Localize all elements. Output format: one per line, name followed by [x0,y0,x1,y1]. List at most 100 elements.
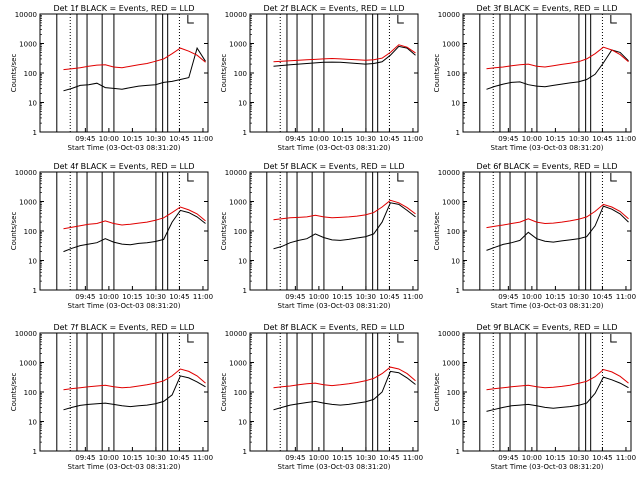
x-tick-label: 10:30 [356,293,376,301]
x-tick-label: 11:00 [193,135,213,143]
x-tick-label: 10:00 [99,293,119,301]
flare-marker [397,15,404,24]
lld-series-line [63,47,206,71]
y-tick-label: 100 [24,389,37,397]
y-axis-label: Counts/sec [10,212,18,251]
lld-series-line [63,368,206,391]
y-tick-label: 10000 [225,169,247,177]
lld-series-line [273,366,416,389]
flare-marker [610,15,617,24]
plot-frame [462,171,632,291]
y-tick-label: 10000 [225,11,247,19]
flare-marker [610,173,617,182]
x-tick-label: 10:45 [169,135,189,143]
y-tick-label: 1000 [442,360,460,368]
y-tick-label: 1 [456,448,460,456]
x-tick-label: 09:45 [75,454,95,462]
detector-panel: Det 2f BLACK = Events, RED = LLD 1 10 100 10… [220,4,423,152]
lld-series-line [486,46,629,70]
x-tick-label: 10:00 [309,135,329,143]
chart-title: Det 2f BLACK = Events, RED = LLD [263,4,404,13]
x-tick-label: 10:15 [332,293,352,301]
x-tick-label: 11:00 [193,454,213,462]
y-tick-label: 1000 [442,41,460,49]
x-tick-label: 10:15 [332,135,352,143]
y-tick-label: 1 [456,129,460,137]
x-tick-label: 10:30 [146,135,166,143]
lld-series-line [63,206,206,230]
x-axis-label: Start Time (03-Oct-03 08:31:20) [278,463,391,471]
chart-title: Det 7f BLACK = Events, RED = LLD [53,323,194,332]
events-series-line [486,376,629,412]
y-tick-label: 1 [33,287,37,295]
flare-marker [187,15,194,24]
y-tick-label: 10 [451,419,460,427]
plot-frame [39,332,209,452]
x-axis-label: Start Time (03-Oct-03 08:31:20) [68,144,181,152]
x-tick-label: 10:00 [309,454,329,462]
plot-frame [462,13,632,133]
x-tick-label: 09:45 [285,293,305,301]
flare-marker [187,334,194,343]
y-tick-label: 100 [447,389,460,397]
plot-frame [249,13,419,133]
x-tick-label: 09:45 [285,454,305,462]
x-tick-label: 10:45 [169,293,189,301]
y-tick-label: 100 [234,389,247,397]
x-tick-label: 10:15 [545,135,565,143]
x-axis-label: Start Time (03-Oct-03 08:31:20) [278,302,391,310]
x-tick-label: 10:00 [99,135,119,143]
x-axis-label: Start Time (03-Oct-03 08:31:20) [491,302,604,310]
lld-series-line [486,368,629,391]
y-tick-label: 10000 [15,11,37,19]
y-tick-label: 100 [24,70,37,78]
y-tick-label: 1 [456,287,460,295]
events-series-line [273,202,416,250]
x-tick-label: 11:00 [403,135,423,143]
x-tick-label: 10:15 [122,293,142,301]
y-axis-label: Counts/sec [220,54,228,93]
lld-series-line [273,199,416,221]
x-axis-label: Start Time (03-Oct-03 08:31:20) [278,144,391,152]
x-tick-label: 10:00 [522,293,542,301]
x-axis-label: Start Time (03-Oct-03 08:31:20) [68,302,181,310]
y-axis-label: Counts/sec [433,212,441,251]
chart-title: Det 8f BLACK = Events, RED = LLD [263,323,404,332]
x-tick-label: 10:30 [146,293,166,301]
x-tick-label: 10:30 [569,454,589,462]
y-tick-label: 100 [234,228,247,236]
y-tick-label: 10 [238,100,247,108]
x-tick-label: 10:15 [545,454,565,462]
y-tick-label: 1 [243,129,247,137]
plot-frame [462,332,632,452]
y-tick-label: 10 [451,258,460,266]
x-tick-label: 11:00 [616,135,636,143]
lld-series-line [486,203,629,229]
y-tick-label: 10 [238,419,247,427]
chart-title: Det 3f BLACK = Events, RED = LLD [476,4,617,13]
x-tick-label: 10:30 [356,454,376,462]
x-axis-label: Start Time (03-Oct-03 08:31:20) [491,463,604,471]
x-tick-label: 11:00 [616,293,636,301]
detector-panel: Det 3f BLACK = Events, RED = LLD 1 10 100 10… [433,4,636,152]
y-tick-label: 10000 [438,169,460,177]
x-tick-label: 09:45 [498,135,518,143]
y-tick-label: 10 [451,100,460,108]
x-tick-label: 10:45 [169,454,189,462]
y-tick-label: 10 [28,419,37,427]
y-tick-label: 1 [33,129,37,137]
y-tick-label: 10000 [438,330,460,338]
x-tick-label: 10:30 [569,293,589,301]
y-axis-label: Counts/sec [10,54,18,93]
x-tick-label: 10:15 [122,454,142,462]
detector-panel: Det 4f BLACK = Events, RED = LLD 1 10 100 10… [10,162,213,310]
y-tick-label: 10000 [225,330,247,338]
y-tick-label: 10000 [15,330,37,338]
x-axis-label: Start Time (03-Oct-03 08:31:20) [491,144,604,152]
y-tick-label: 1000 [229,199,247,207]
flare-marker [187,173,194,182]
y-tick-label: 10 [28,258,37,266]
x-tick-label: 09:45 [285,135,305,143]
plot-frame [39,171,209,291]
